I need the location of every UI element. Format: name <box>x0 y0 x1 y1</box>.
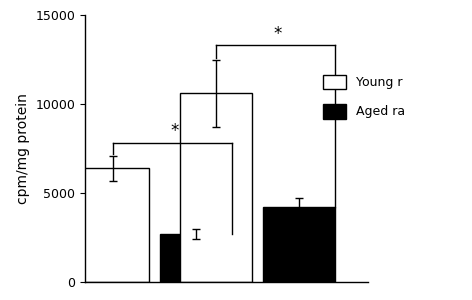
Bar <box>160 234 232 282</box>
Bar <box>77 168 149 282</box>
Text: *: * <box>171 122 179 140</box>
Text: *: * <box>274 25 282 43</box>
Y-axis label: cpm/mg protein: cpm/mg protein <box>16 93 30 204</box>
Bar <box>262 207 335 282</box>
Legend: Young r, Aged ra: Young r, Aged ra <box>323 75 405 118</box>
Bar <box>180 93 253 282</box>
